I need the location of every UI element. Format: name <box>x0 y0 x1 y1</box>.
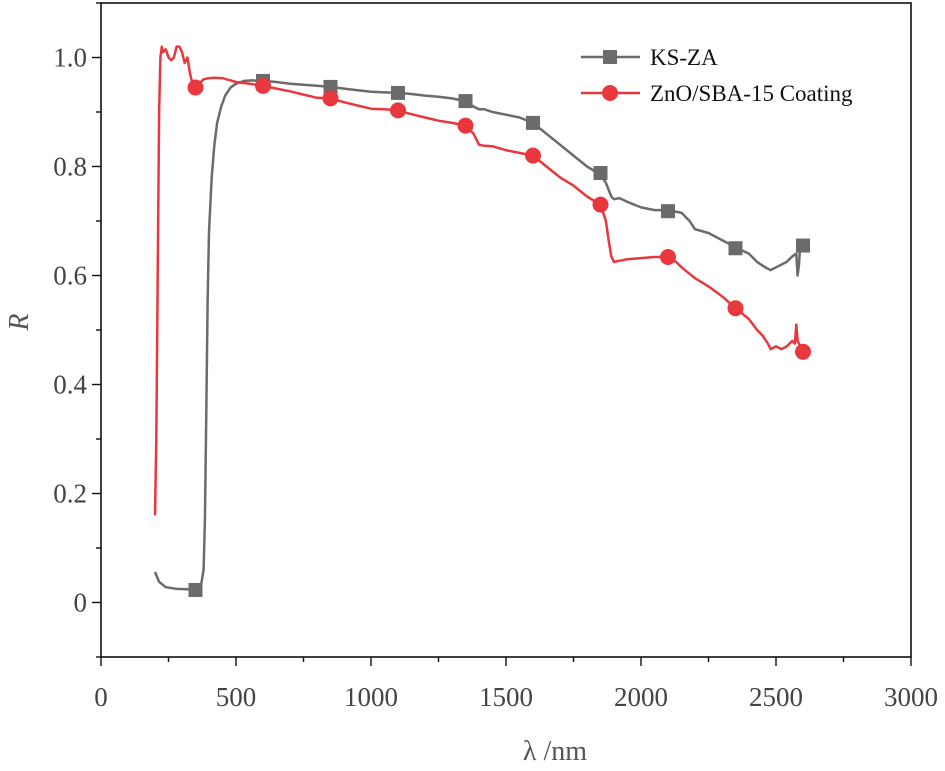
series-ks-za <box>153 73 810 597</box>
legend-marker-ks-za <box>603 50 617 64</box>
x-tick-label: 0 <box>94 682 108 712</box>
data-point <box>187 79 204 96</box>
data-point <box>795 343 811 360</box>
data-point <box>457 117 474 134</box>
x-tick-label: 3000 <box>884 682 938 712</box>
data-point <box>796 238 810 253</box>
series-line <box>153 45 805 516</box>
data-point <box>391 85 405 100</box>
data-point <box>593 166 608 181</box>
axes: 0 500 1000 1500 2000 2500 3000 0 0.2 0.4 0.6 0.8 1.0 <box>53 2 938 712</box>
y-tick-label: 1.0 <box>53 43 87 73</box>
x-tick-label: 1500 <box>479 682 533 712</box>
y-tick-label: 0.4 <box>53 370 87 400</box>
data-point <box>188 582 203 597</box>
y-tick-label: 0 <box>74 588 88 618</box>
legend-marker-zno-sba15 <box>602 85 618 101</box>
legend: KS-ZA ZnO/SBA-15 Coating <box>581 45 853 106</box>
plot-area <box>153 45 811 597</box>
series-zno-sba15 <box>153 45 811 516</box>
legend-label-ks-za: KS-ZA <box>650 45 718 70</box>
x-tick-label: 2500 <box>749 682 803 712</box>
data-point <box>255 77 271 94</box>
x-axis-label: λ /nm <box>523 736 587 767</box>
data-point <box>322 90 339 107</box>
x-tick-label: 1000 <box>344 682 398 712</box>
data-point <box>728 241 743 256</box>
data-point <box>727 300 744 317</box>
data-point <box>661 204 675 219</box>
series-line <box>153 79 805 592</box>
x-tick-label: 2000 <box>614 682 668 712</box>
legend-label-zno-sba15: ZnO/SBA-15 Coating <box>650 81 853 106</box>
y-axis-label: R <box>4 313 35 331</box>
x-tick-label: 500 <box>216 682 257 712</box>
data-point <box>458 94 473 109</box>
data-point <box>390 102 406 119</box>
data-point <box>525 147 541 164</box>
data-point <box>323 79 338 94</box>
y-tick-label: 0.2 <box>53 479 87 509</box>
data-point <box>526 115 540 130</box>
data-point <box>592 196 609 213</box>
y-tick-label: 0.6 <box>53 261 87 291</box>
y-tick-label: 0.8 <box>53 152 87 182</box>
data-point <box>660 248 676 265</box>
